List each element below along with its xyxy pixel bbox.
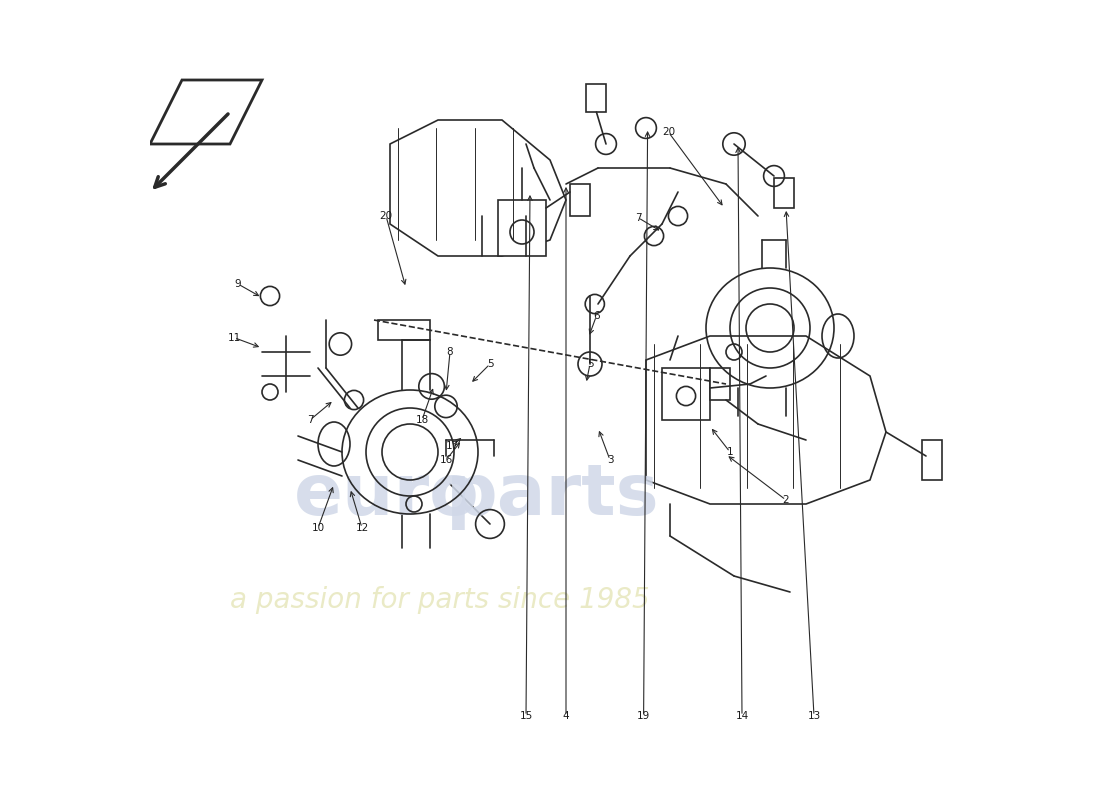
FancyBboxPatch shape	[662, 368, 710, 420]
Text: 17: 17	[446, 441, 459, 450]
Text: 13: 13	[807, 711, 821, 721]
Text: parts: parts	[446, 462, 660, 530]
Text: 5: 5	[486, 359, 493, 369]
Text: 16: 16	[439, 455, 452, 465]
FancyBboxPatch shape	[498, 200, 546, 256]
Text: 11: 11	[228, 333, 241, 342]
Text: 7: 7	[307, 415, 314, 425]
Text: 7: 7	[635, 213, 641, 222]
Text: 19: 19	[637, 711, 650, 721]
Text: 5: 5	[586, 359, 593, 369]
Text: 9: 9	[234, 279, 241, 289]
Text: 1: 1	[727, 447, 734, 457]
FancyBboxPatch shape	[570, 184, 590, 216]
Text: 10: 10	[311, 523, 324, 533]
Text: 20: 20	[379, 211, 393, 221]
Text: 12: 12	[355, 523, 368, 533]
Text: 20: 20	[662, 127, 675, 137]
Text: 3: 3	[607, 455, 614, 465]
Text: 2: 2	[783, 495, 790, 505]
FancyBboxPatch shape	[710, 368, 730, 400]
Text: 4: 4	[563, 711, 570, 721]
Text: 18: 18	[416, 415, 429, 425]
Text: a passion for parts since 1985: a passion for parts since 1985	[230, 586, 650, 614]
Text: 8: 8	[447, 347, 453, 357]
FancyBboxPatch shape	[922, 440, 942, 480]
FancyBboxPatch shape	[378, 320, 430, 340]
Text: 14: 14	[736, 711, 749, 721]
Text: 6: 6	[593, 311, 600, 321]
FancyBboxPatch shape	[586, 84, 606, 112]
Text: 15: 15	[519, 711, 532, 721]
FancyBboxPatch shape	[774, 178, 794, 208]
Text: euro: euro	[294, 462, 480, 530]
